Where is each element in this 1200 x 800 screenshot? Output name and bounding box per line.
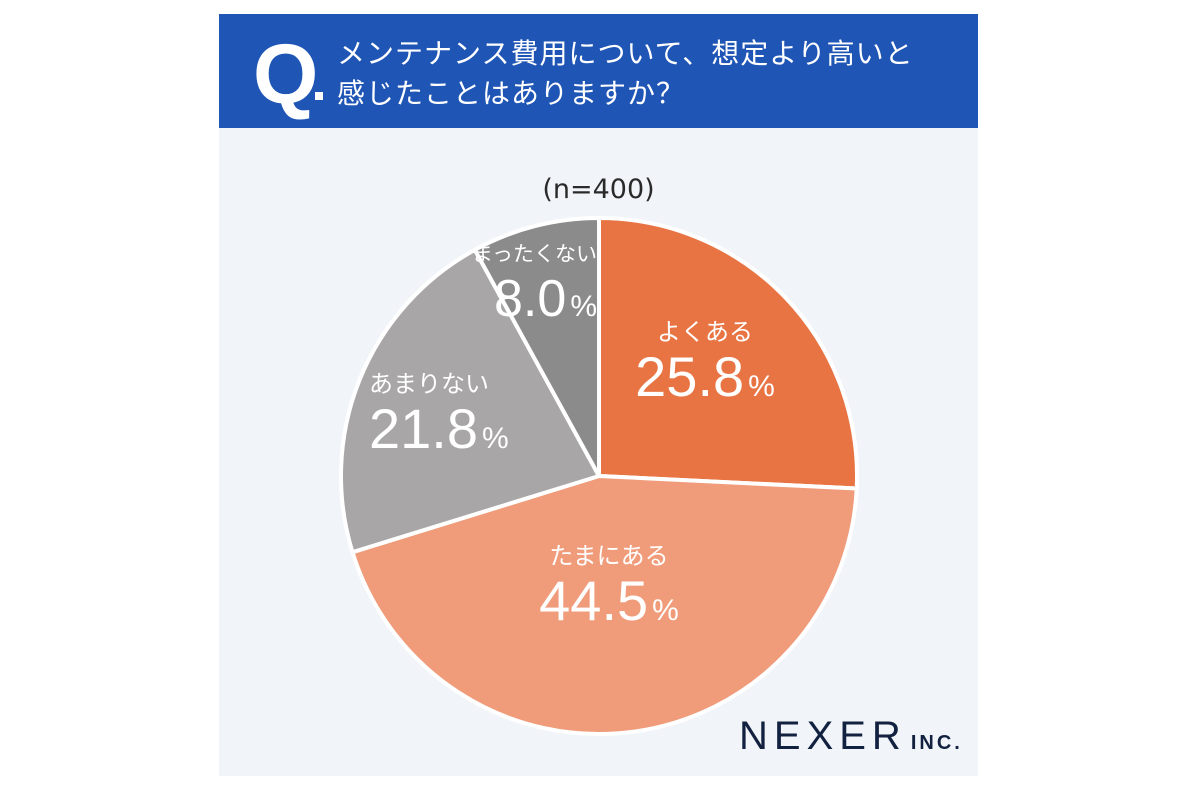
label-value: 44.5% [539,569,679,632]
slice-amari-nai [339,247,601,555]
q-dot [315,92,323,100]
label-value: 25.8% [635,345,775,408]
nexer-logo: NEXER INC. [739,714,963,758]
label-yoku-aru: よくある 25.8% [615,318,795,418]
label-category: たまにある [549,542,669,570]
label-category: よくある [657,318,753,346]
q-mark: Q [253,27,319,121]
pie-slices [339,216,859,736]
label-category: まったくない [471,242,597,266]
slice-mattaku-nai [472,216,601,478]
question-header: Q メンテナンス費用について、想定より高いと 感じたことはありますか？ [219,14,978,128]
question-line-2: 感じたことはありますか？ [337,77,686,110]
label-value: 8.0% [494,270,597,328]
label-tamani-aru: たまにある 44.5% [499,542,719,642]
label-value: 21.8% [369,397,509,460]
label-mattaku-nai: まったくない 8.0% [437,240,597,338]
slice-tamani-aru [350,474,859,736]
chart-card: Q メンテナンス費用について、想定より高いと 感じたことはありますか？ (n=4… [219,14,978,776]
question-text: メンテナンス費用について、想定より高いと 感じたことはありますか？ [337,34,914,114]
label-category: あまりない [369,370,489,398]
sample-size-label: (n=400) [542,174,655,205]
label-amari-nai: あまりない 21.8% [369,370,549,470]
slice-yoku-aru [597,216,859,491]
pie-chart [339,216,859,736]
question-line-1: メンテナンス費用について、想定より高いと [337,37,914,70]
